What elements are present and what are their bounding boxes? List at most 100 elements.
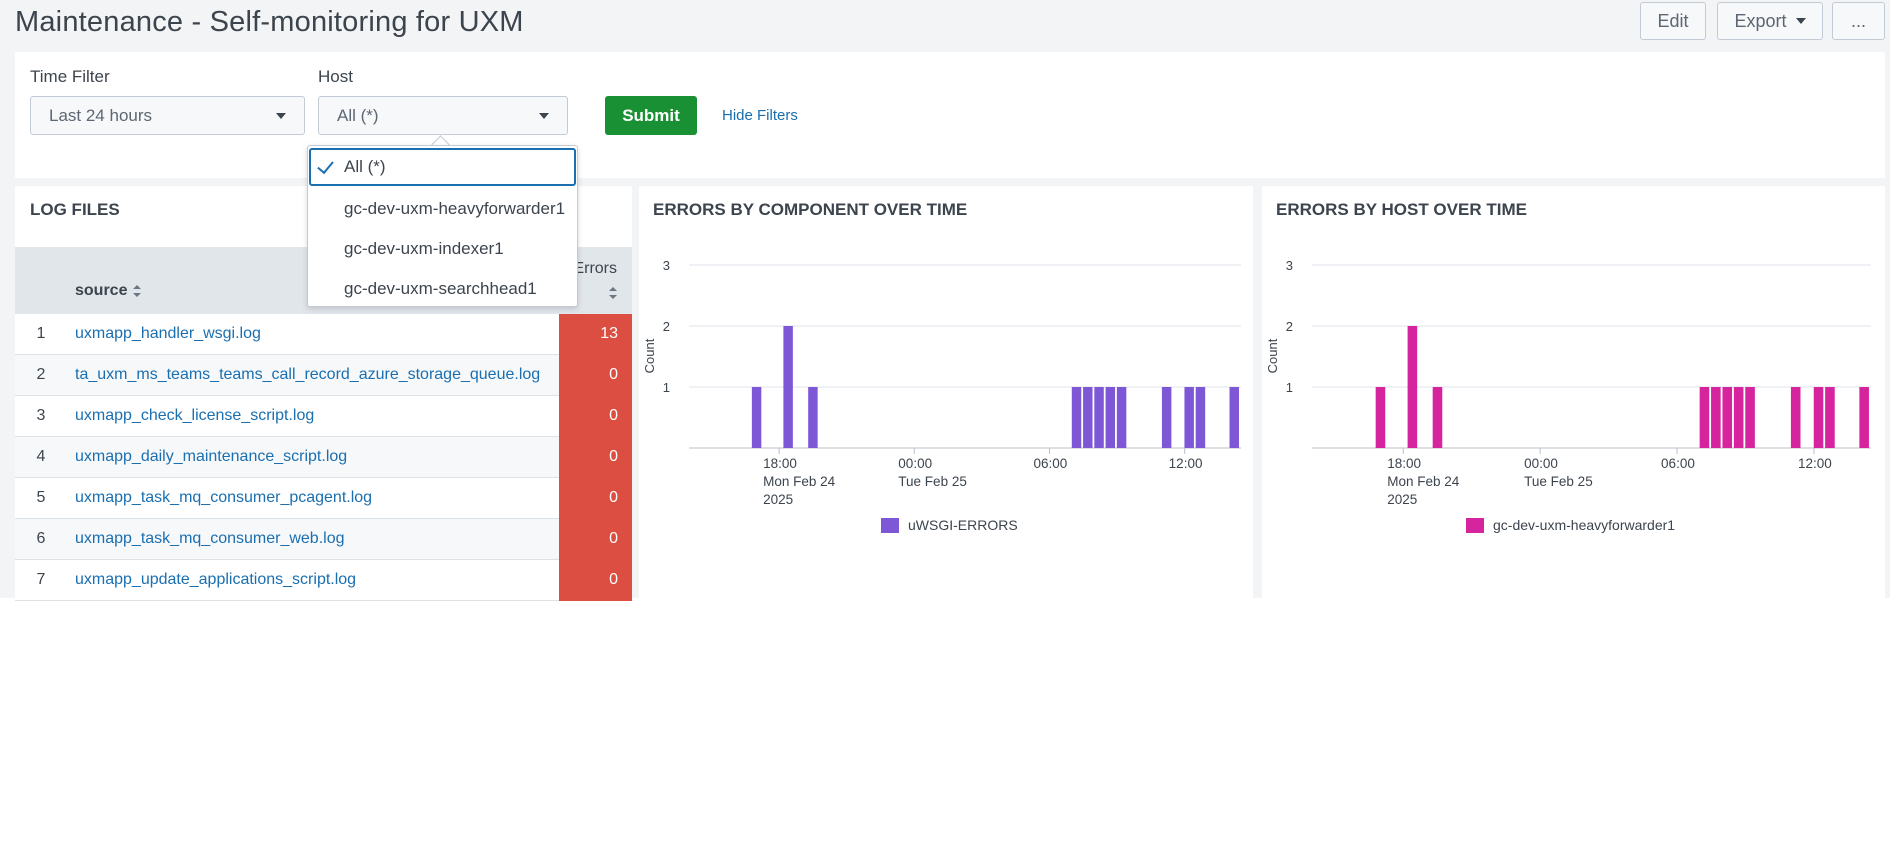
x-tick-label: Mon Feb 24 bbox=[763, 474, 836, 489]
x-tick-label: 06:00 bbox=[1661, 456, 1695, 471]
bar bbox=[1722, 387, 1733, 448]
bar bbox=[1094, 387, 1104, 448]
x-tick-label: 12:00 bbox=[1169, 456, 1203, 471]
bar bbox=[1825, 387, 1835, 448]
time-filter-dropdown[interactable]: Last 24 hours bbox=[30, 96, 305, 135]
bar bbox=[1116, 387, 1127, 448]
page-title: Maintenance - Self-monitoring for UXM bbox=[15, 6, 524, 38]
chart-legend[interactable]: uWSGI-ERRORS bbox=[881, 517, 1018, 533]
errors-by-host-panel: ERRORS BY HOST OVER TIME 1 2 3 Count 18:00 Mo… bbox=[1262, 186, 1885, 598]
chevron-down-icon bbox=[539, 113, 549, 119]
error-count-cell[interactable]: 0 bbox=[559, 437, 632, 478]
time-filter-label: Time Filter bbox=[30, 67, 110, 86]
errors-by-component-title: ERRORS BY COMPONENT OVER TIME bbox=[653, 200, 968, 219]
error-count-cell[interactable]: 0 bbox=[559, 519, 632, 560]
host-option[interactable]: gc-dev-uxm-indexer1 bbox=[309, 230, 576, 268]
export-button[interactable]: Export bbox=[1717, 2, 1823, 40]
x-tick-label: 18:00 bbox=[763, 456, 797, 471]
bar bbox=[1195, 387, 1206, 448]
error-count-cell[interactable]: 0 bbox=[559, 478, 632, 519]
submit-button[interactable]: Submit bbox=[605, 96, 697, 135]
source-link[interactable]: ta_uxm_ms_teams_teams_call_record_azure_… bbox=[75, 366, 541, 383]
dashboard-background: Maintenance - Self-monitoring for UXM Ed… bbox=[0, 0, 1890, 601]
errors-column-label: Errors bbox=[573, 260, 617, 277]
source-link[interactable]: uxmapp_handler_wsgi.log bbox=[75, 325, 261, 342]
bar bbox=[1083, 387, 1093, 448]
x-tick-label: 2025 bbox=[1387, 492, 1417, 507]
bar bbox=[808, 387, 818, 448]
y-tick-label: 3 bbox=[1286, 258, 1293, 273]
x-tick-label: 00:00 bbox=[1524, 456, 1558, 471]
errors-by-component-panel: ERRORS BY COMPONENT OVER TIME 1 2 3 Count 18… bbox=[639, 186, 1253, 598]
row-number: 2 bbox=[36, 366, 46, 383]
error-count-cell[interactable]: 0 bbox=[559, 355, 632, 396]
filter-bar: Time Filter Last 24 hours Host All (*) S… bbox=[15, 52, 1885, 178]
errors-by-host-title: ERRORS BY HOST OVER TIME bbox=[1276, 200, 1527, 219]
y-tick-label: 2 bbox=[1286, 319, 1293, 334]
host-option[interactable]: All (*) bbox=[309, 148, 576, 186]
row-number: 7 bbox=[36, 571, 46, 588]
source-link[interactable]: uxmapp_daily_maintenance_script.log bbox=[75, 448, 348, 465]
host-filter-dropdown[interactable]: All (*) bbox=[318, 96, 568, 135]
bar bbox=[1161, 387, 1172, 448]
source-link[interactable]: uxmapp_task_mq_consumer_web.log bbox=[75, 530, 345, 547]
x-tick-label: Tue Feb 25 bbox=[1524, 474, 1593, 489]
submit-button-label: Submit bbox=[622, 105, 680, 125]
hide-filters-link[interactable]: Hide Filters bbox=[722, 107, 798, 124]
legend-swatch bbox=[881, 517, 899, 533]
bar bbox=[1432, 387, 1443, 448]
y-tick-label: 3 bbox=[663, 258, 670, 273]
time-filter-value: Last 24 hours bbox=[49, 105, 153, 125]
chart-legend[interactable]: gc-dev-uxm-heavyforwarder1 bbox=[1466, 517, 1675, 533]
bar bbox=[1733, 387, 1744, 448]
source-link[interactable]: uxmapp_task_mq_consumer_pcagent.log bbox=[75, 489, 373, 506]
table-row: 5 uxmapp_task_mq_consumer_pcagent.log 0 bbox=[15, 478, 632, 519]
source-link[interactable]: uxmapp_update_applications_script.log bbox=[75, 571, 357, 588]
row-number: 3 bbox=[36, 407, 46, 424]
bar bbox=[1745, 387, 1755, 448]
y-tick-label: 1 bbox=[1286, 380, 1293, 395]
bar bbox=[1790, 387, 1801, 448]
edit-button[interactable]: Edit bbox=[1640, 2, 1706, 40]
table-row: 1 uxmapp_handler_wsgi.log 13 bbox=[15, 314, 632, 355]
host-option[interactable]: gc-dev-uxm-searchhead1 bbox=[309, 270, 576, 308]
bar bbox=[751, 387, 762, 448]
more-actions-label: ... bbox=[1850, 10, 1866, 31]
y-axis-label: Count bbox=[1265, 338, 1280, 373]
host-option[interactable]: gc-dev-uxm-heavyforwarder1 bbox=[309, 190, 576, 228]
y-tick-label: 2 bbox=[663, 319, 670, 334]
sort-icon bbox=[609, 286, 617, 299]
errors-by-host-chart: 1 2 3 Count 18:00 Mon Feb 24 2025 00:00 Tue Feb … bbox=[1265, 258, 1871, 507]
bar bbox=[1184, 387, 1194, 448]
host-option-label: gc-dev-uxm-searchhead1 bbox=[344, 279, 537, 298]
host-dropdown-menu: All (*) gc-dev-uxm-heavyforwarder1 gc-dev-… bbox=[307, 145, 578, 307]
x-tick-label: Tue Feb 25 bbox=[898, 474, 967, 489]
host-option-label: All (*) bbox=[344, 157, 386, 176]
row-number: 5 bbox=[36, 489, 46, 506]
bar bbox=[1813, 387, 1824, 448]
x-tick-label: 00:00 bbox=[898, 456, 932, 471]
chevron-down-icon bbox=[1795, 18, 1806, 24]
bar bbox=[1407, 326, 1418, 448]
source-link[interactable]: uxmapp_check_license_script.log bbox=[75, 407, 315, 424]
more-actions-button[interactable]: ... bbox=[1832, 2, 1885, 40]
log-files-title: LOG FILES bbox=[30, 200, 120, 219]
x-tick-label: Mon Feb 24 bbox=[1387, 474, 1460, 489]
errors-by-component-chart: 1 2 3 Count 18:00 Mon Feb 24 2025 00:00 Tue Feb … bbox=[642, 258, 1241, 507]
source-column-header[interactable]: source bbox=[75, 282, 142, 300]
row-number: 6 bbox=[36, 530, 46, 547]
row-number: 1 bbox=[36, 325, 46, 342]
host-option-label: gc-dev-uxm-indexer1 bbox=[344, 239, 504, 258]
table-row: 4 uxmapp_daily_maintenance_script.log 0 bbox=[15, 437, 632, 478]
error-count-cell[interactable]: 0 bbox=[559, 560, 632, 601]
edit-button-label: Edit bbox=[1657, 10, 1689, 31]
errors-column-header[interactable]: Errors bbox=[573, 260, 617, 302]
error-count-cell[interactable]: 0 bbox=[559, 396, 632, 437]
table-row: 7 uxmapp_update_applications_script.log 0 bbox=[15, 560, 632, 601]
x-tick-label: 06:00 bbox=[1033, 456, 1067, 471]
host-option-label: gc-dev-uxm-heavyforwarder1 bbox=[344, 199, 566, 218]
bar bbox=[1859, 387, 1869, 448]
error-count-cell[interactable]: 13 bbox=[559, 314, 632, 355]
bar bbox=[1229, 387, 1239, 448]
x-tick-label: 18:00 bbox=[1387, 456, 1421, 471]
